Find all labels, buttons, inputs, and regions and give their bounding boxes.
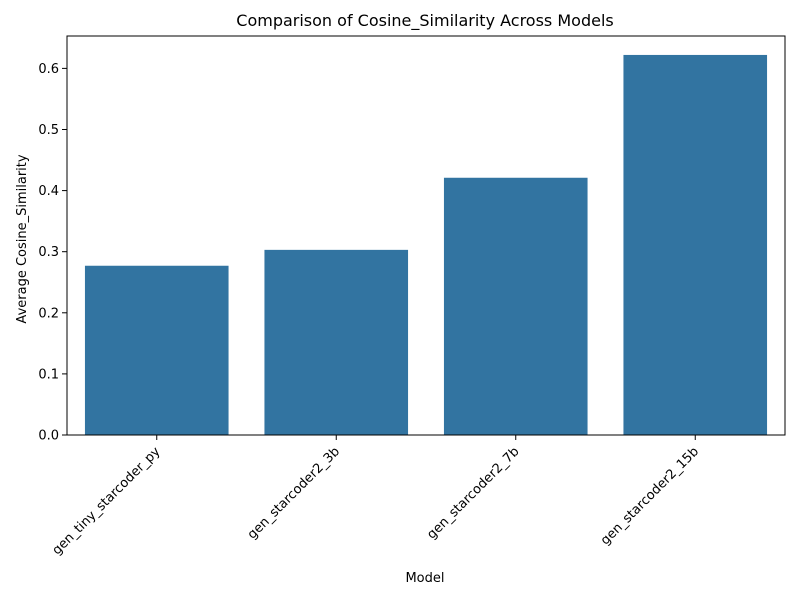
y-tick-label: 0.5 xyxy=(38,123,59,138)
plot-frame xyxy=(66,35,786,436)
bar xyxy=(264,249,409,435)
x-tick-label: gen_tiny_starcoder_py xyxy=(50,444,164,558)
bar xyxy=(84,265,229,435)
y-tick-label: 0.4 xyxy=(38,184,59,199)
x-tick-label: gen_starcoder2_3b xyxy=(245,444,343,542)
y-tick-label: 0.0 xyxy=(38,429,59,444)
chart-title: Comparison of Cosine_Similarity Across M… xyxy=(236,11,613,31)
y-tick-label: 0.1 xyxy=(38,367,59,382)
y-axis-title: Average Cosine_Similarity xyxy=(15,154,30,323)
y-tick-label: 0.2 xyxy=(38,306,59,321)
x-tick-label: gen_starcoder2_7b xyxy=(424,444,522,542)
bar xyxy=(443,177,588,435)
y-tick-label: 0.3 xyxy=(38,245,59,260)
x-tick-label: gen_starcoder2_15b xyxy=(598,444,702,548)
x-axis-title: Model xyxy=(405,571,444,586)
bars-layer xyxy=(84,54,768,436)
y-tick-label: 0.6 xyxy=(38,62,59,77)
bar xyxy=(623,54,768,436)
